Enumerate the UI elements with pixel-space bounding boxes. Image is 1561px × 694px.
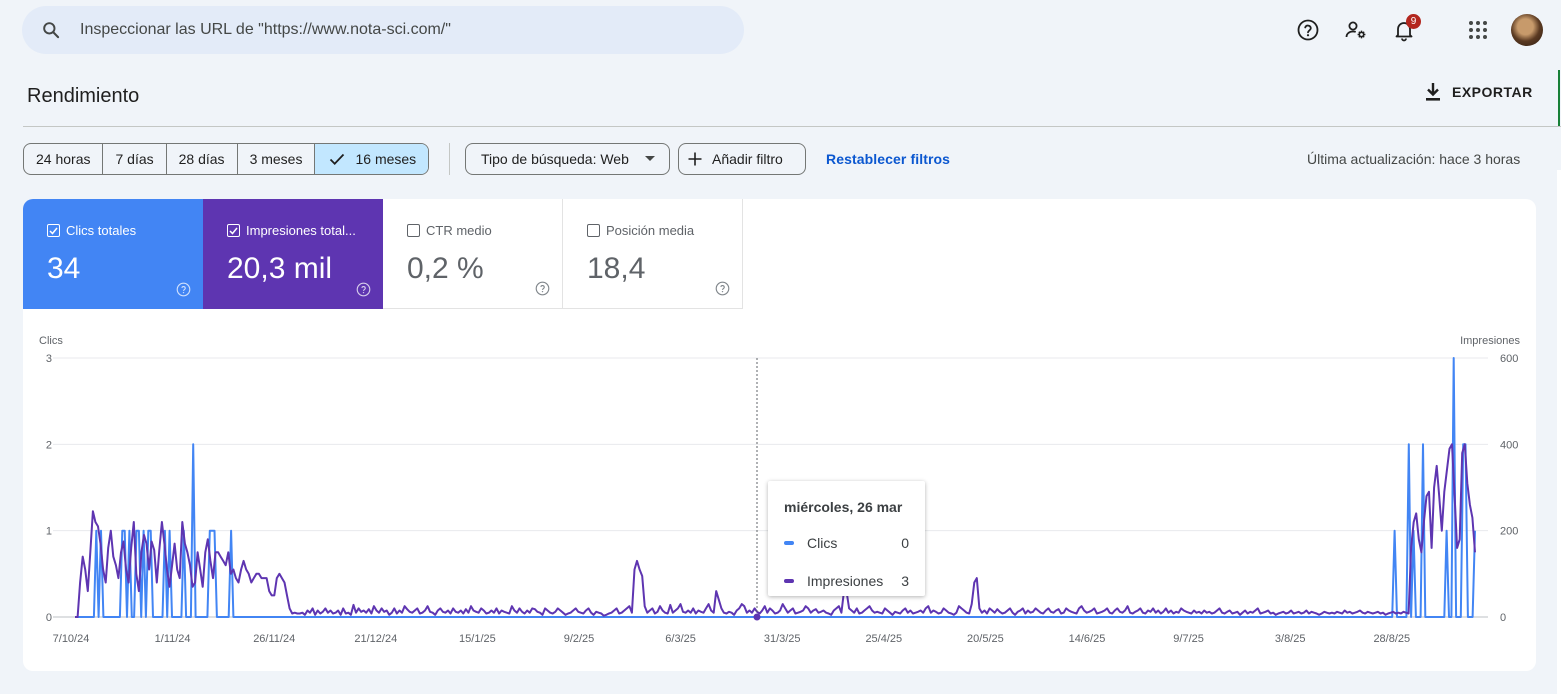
checkbox-unchecked-icon[interactable] [587, 224, 600, 237]
x-tick-label: 28/8/25 [1373, 633, 1410, 645]
x-tick-label: 9/7/25 [1173, 633, 1204, 645]
help-icon[interactable] [1290, 12, 1326, 48]
metric-clicks-value: 34 [47, 252, 81, 285]
checkbox-checked-icon[interactable] [47, 224, 60, 237]
clicks-legend-swatch [784, 541, 794, 545]
y-tick-left: 1 [46, 526, 52, 538]
x-tick-label: 26/11/24 [253, 633, 295, 645]
range-16m-button[interactable]: 16 meses [315, 144, 429, 174]
url-inspection-bar[interactable] [22, 6, 744, 54]
last-update-text: Última actualización: hace 3 horas [1307, 151, 1521, 167]
tooltip-impressions-value: 3 [901, 573, 909, 589]
performance-chart[interactable]: 0 1 2 3 0 200 400 600 Clics Impresiones 7/10/24 1/1… [23, 199, 1536, 671]
y-axis-left-label: Clics [39, 335, 63, 347]
range-7d-button[interactable]: 7 días [103, 144, 167, 174]
tooltip-impressions-label: Impresiones [807, 573, 884, 589]
metric-ctr-tile[interactable]: CTR medio 0,2 % [383, 199, 563, 309]
x-tick-label: 6/3/25 [665, 633, 696, 645]
tooltip-date: miércoles, 26 mar [784, 499, 903, 515]
help-icon[interactable] [715, 281, 730, 296]
search-type-dropdown[interactable]: Tipo de búsqueda: Web [465, 143, 670, 175]
page-edge [1557, 170, 1561, 694]
series-line-clics [75, 357, 1476, 618]
metric-clicks-tile[interactable]: Clics totales 34 [23, 199, 203, 309]
checkbox-unchecked-icon[interactable] [407, 224, 420, 237]
impressions-legend-swatch [784, 579, 794, 583]
date-range-selector: 24 horas 7 días 28 días 3 meses 16 meses [23, 143, 430, 175]
notifications-icon[interactable]: 9 [1386, 12, 1422, 48]
header-divider [23, 126, 1561, 127]
performance-card: Clics totales 34 Impresiones total... 20… [23, 199, 1536, 671]
apps-grid-icon[interactable] [1460, 12, 1496, 48]
x-tick-label: 1/11/24 [155, 633, 191, 645]
page-title: Rendimiento [27, 85, 140, 107]
y-tick-right: 0 [1500, 612, 1506, 624]
tooltip-clicks-label: Clics [807, 535, 838, 551]
x-tick-label: 20/5/25 [967, 633, 1004, 645]
tooltip-clicks-value: 0 [901, 535, 909, 551]
add-filter-label: Añadir filtro [712, 151, 783, 167]
checkbox-checked-icon[interactable] [227, 224, 240, 237]
y-axis-right-label: Impresiones [1460, 335, 1520, 347]
add-filter-button[interactable]: Añadir filtro [678, 143, 806, 175]
x-tick-label: 14/6/25 [1069, 633, 1106, 645]
check-icon [330, 153, 345, 165]
y-tick-right: 200 [1500, 526, 1518, 538]
x-tick-label: 15/1/25 [459, 633, 496, 645]
export-button[interactable]: EXPORTAR [1424, 82, 1533, 102]
metric-impressions-tile[interactable]: Impresiones total... 20,3 mil [203, 199, 383, 309]
metric-position-label: Posición media [606, 223, 695, 238]
x-tick-label: 9/2/25 [564, 633, 595, 645]
filter-divider [449, 143, 450, 175]
y-tick-left: 3 [46, 353, 52, 365]
y-tick-left: 0 [46, 612, 52, 624]
metric-impressions-value: 20,3 mil [227, 252, 333, 285]
tooltip-row-impressions: Impresiones 3 [784, 573, 909, 589]
plus-icon [688, 152, 702, 166]
search-icon [22, 20, 80, 40]
range-28d-button[interactable]: 28 días [167, 144, 238, 174]
series-line-impresiones [75, 443, 1476, 618]
y-tick-left: 2 [46, 439, 52, 451]
manage-accounts-icon[interactable] [1338, 12, 1374, 48]
metric-impressions-label: Impresiones total... [246, 223, 356, 238]
download-icon [1426, 83, 1440, 101]
scroll-indicator [1558, 70, 1560, 126]
range-3m-button[interactable]: 3 meses [238, 144, 316, 174]
account-avatar[interactable] [1511, 14, 1543, 46]
y-tick-right: 600 [1500, 353, 1518, 365]
x-tick-label: 3/8/25 [1275, 633, 1306, 645]
url-inspection-input[interactable] [80, 21, 720, 39]
x-tick-label: 31/3/25 [764, 633, 801, 645]
help-icon[interactable] [356, 282, 371, 297]
x-tick-label: 25/4/25 [865, 633, 902, 645]
dropdown-arrow-icon [644, 156, 655, 161]
range-24h-button[interactable]: 24 horas [24, 144, 104, 174]
metric-ctr-label: CTR medio [426, 223, 492, 238]
x-tick-label: 7/10/24 [53, 633, 90, 645]
metric-clicks-label: Clics totales [66, 223, 137, 238]
metric-position-value: 18,4 [587, 252, 646, 285]
tooltip-row-clicks: Clics 0 [784, 535, 909, 551]
chart-tooltip: miércoles, 26 mar Clics 0 Impresiones 3 [768, 481, 925, 596]
range-16m-label: 16 meses [355, 151, 417, 167]
notification-count-badge: 9 [1406, 14, 1421, 29]
hover-point [753, 613, 761, 621]
help-icon[interactable] [535, 281, 550, 296]
metric-ctr-value: 0,2 % [407, 252, 484, 285]
export-label: EXPORTAR [1452, 84, 1533, 100]
y-tick-right: 400 [1500, 439, 1518, 451]
help-icon[interactable] [176, 282, 191, 297]
reset-filters-link[interactable]: Restablecer filtros [826, 151, 951, 167]
x-tick-label: 21/12/24 [354, 633, 397, 645]
metric-position-tile[interactable]: Posición media 18,4 [563, 199, 743, 309]
search-type-label: Tipo de búsqueda: Web [481, 151, 629, 167]
